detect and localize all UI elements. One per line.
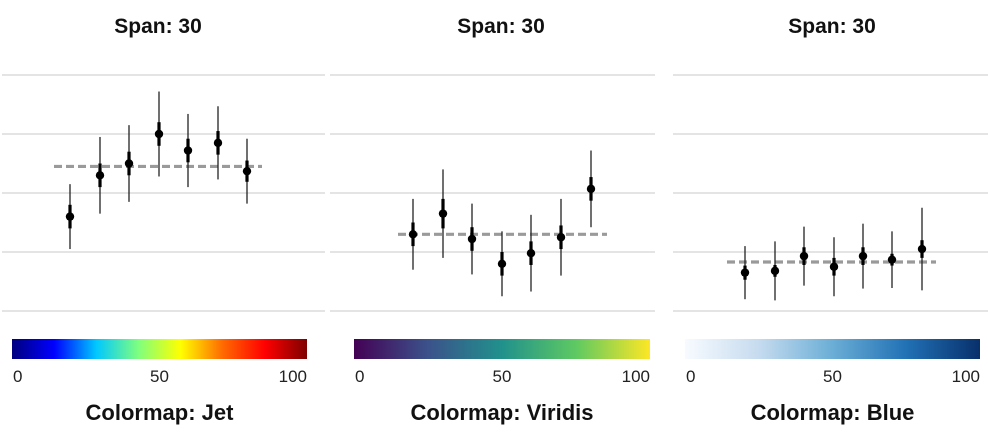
colorbar-blue (685, 339, 980, 359)
panel-title: Span: 30 (788, 15, 876, 38)
colormap-label: Colormap: Blue (751, 400, 915, 425)
data-point-group (770, 241, 780, 301)
data-point (438, 209, 448, 218)
data-point-group (887, 231, 897, 288)
data-point (526, 248, 536, 258)
data-point-group (829, 237, 839, 297)
data-point-group (858, 223, 868, 289)
data-point-group (586, 150, 596, 228)
data-point-group (242, 138, 252, 204)
colormap-label: Colormap: Viridis (411, 400, 594, 425)
data-point (154, 129, 164, 139)
data-point (917, 244, 927, 254)
data-point (213, 138, 223, 148)
data-point (95, 171, 105, 180)
data-point-group (740, 246, 750, 300)
colorbar-tick-label: 50 (823, 367, 842, 386)
chart-panel-3: Span: 30 0 50 100 Colormap: Blue (673, 15, 988, 425)
colorbar-tick-label: 0 (686, 367, 695, 386)
colorbar-tick-label: 100 (622, 367, 650, 386)
data-point (586, 184, 596, 194)
colorbar-jet (12, 339, 307, 359)
data-point (740, 268, 750, 277)
colorbar-tick-label: 50 (493, 367, 512, 386)
data-point (799, 251, 809, 261)
data-point (858, 251, 868, 261)
data-point-group (497, 231, 507, 297)
data-point-group (95, 136, 105, 214)
data-point (183, 146, 193, 155)
colorbar-tick-label: 50 (150, 367, 169, 386)
data-point (65, 212, 75, 221)
data-point-group (213, 106, 223, 180)
data-point (408, 230, 418, 239)
data-point-group (154, 91, 164, 177)
data-point (887, 255, 897, 264)
colorbar-tick-label: 0 (13, 367, 22, 386)
data-point-group (408, 198, 418, 270)
panel-title: Span: 30 (457, 15, 545, 38)
chart-panel-2: Span: 30 0 50 100 Colormap: Viridis (330, 15, 655, 425)
data-point-group (65, 184, 75, 250)
data-point-group (526, 214, 536, 292)
data-point (770, 266, 780, 276)
colorbar-tick-label: 0 (355, 367, 364, 386)
data-point-group (917, 207, 927, 291)
data-point-group (799, 226, 809, 286)
data-point-group (438, 169, 448, 258)
data-point (556, 233, 566, 242)
colorbar-tick-label: 100 (279, 367, 307, 386)
panel-title: Span: 30 (114, 15, 202, 38)
data-point (829, 262, 839, 271)
chart-panel-1: Span: 30 0 50 100 Colormap: Jet (2, 15, 325, 425)
data-point-group (467, 203, 477, 275)
colormap-label: Colormap: Jet (86, 400, 235, 425)
data-point (467, 234, 477, 244)
colorbar-viridis (354, 339, 650, 359)
data-point (497, 259, 507, 268)
data-point (124, 159, 134, 168)
data-point-group (124, 125, 134, 202)
colorbar-tick-label: 100 (952, 367, 980, 386)
data-point-group (183, 113, 193, 188)
data-point (242, 166, 252, 176)
data-point-group (556, 198, 566, 276)
